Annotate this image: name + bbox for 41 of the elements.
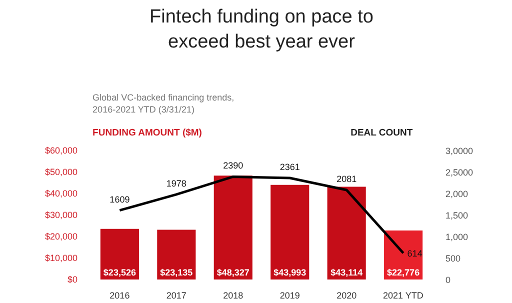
data-label: $48,327 (216, 268, 250, 278)
y2-tick-label: 2,5000 (446, 168, 474, 178)
y-tick-label: $0 (67, 274, 78, 284)
x-tick-label: 2018 (223, 290, 244, 300)
y2-tick-label: 0 (446, 275, 451, 285)
x-tick-label: 2016 (110, 290, 130, 300)
bar (157, 230, 196, 280)
x-tick-label: 2017 (166, 290, 186, 300)
data-label: 1978 (166, 178, 186, 188)
bar (100, 228, 139, 280)
y2-axis-title: DEAL COUNT (350, 128, 413, 138)
x-tick-label: 2020 (336, 290, 357, 300)
data-label: $43,114 (330, 268, 363, 278)
y-axis-title: FUNDING AMOUNT ($M) (92, 128, 202, 138)
bar (214, 176, 252, 280)
y2-tick-label: 1,000 (446, 232, 468, 242)
data-label: 614 (407, 248, 422, 259)
y-tick-label: $40,000 (44, 188, 78, 198)
chart-subtitle: Global VC-backed financing trends, 2016-2021 YTD (3/31/21) (92, 92, 234, 114)
data-label: 2081 (336, 174, 357, 184)
y-tick-label: $30,000 (44, 210, 78, 220)
bar (270, 184, 310, 280)
chart-title: Fintech funding on pace to exceed best year ever (150, 6, 374, 53)
y-tick-label: $10,000 (44, 253, 78, 263)
x-tick-label: 2021 YTD (383, 290, 424, 300)
bar (327, 186, 366, 280)
y2-tick-label: 2,000 (446, 189, 468, 199)
data-label: $23,135 (160, 268, 193, 278)
data-label: 1609 (110, 194, 130, 204)
y-tick-label: $60,000 (44, 146, 78, 156)
y-tick-label: $20,000 (44, 232, 78, 242)
data-label: $43,993 (274, 268, 306, 278)
y2-tick-label: 1,500 (446, 210, 468, 220)
y2-tick-label: 500 (446, 254, 461, 264)
data-label: $22,776 (387, 268, 420, 278)
x-tick-label: 2019 (280, 290, 300, 300)
data-label: 2390 (223, 160, 244, 171)
y2-tick-label: 3,0000 (446, 146, 474, 156)
data-label: 2361 (280, 162, 300, 172)
data-label: $23,526 (103, 268, 136, 278)
y-tick-label: $50,000 (44, 167, 78, 177)
